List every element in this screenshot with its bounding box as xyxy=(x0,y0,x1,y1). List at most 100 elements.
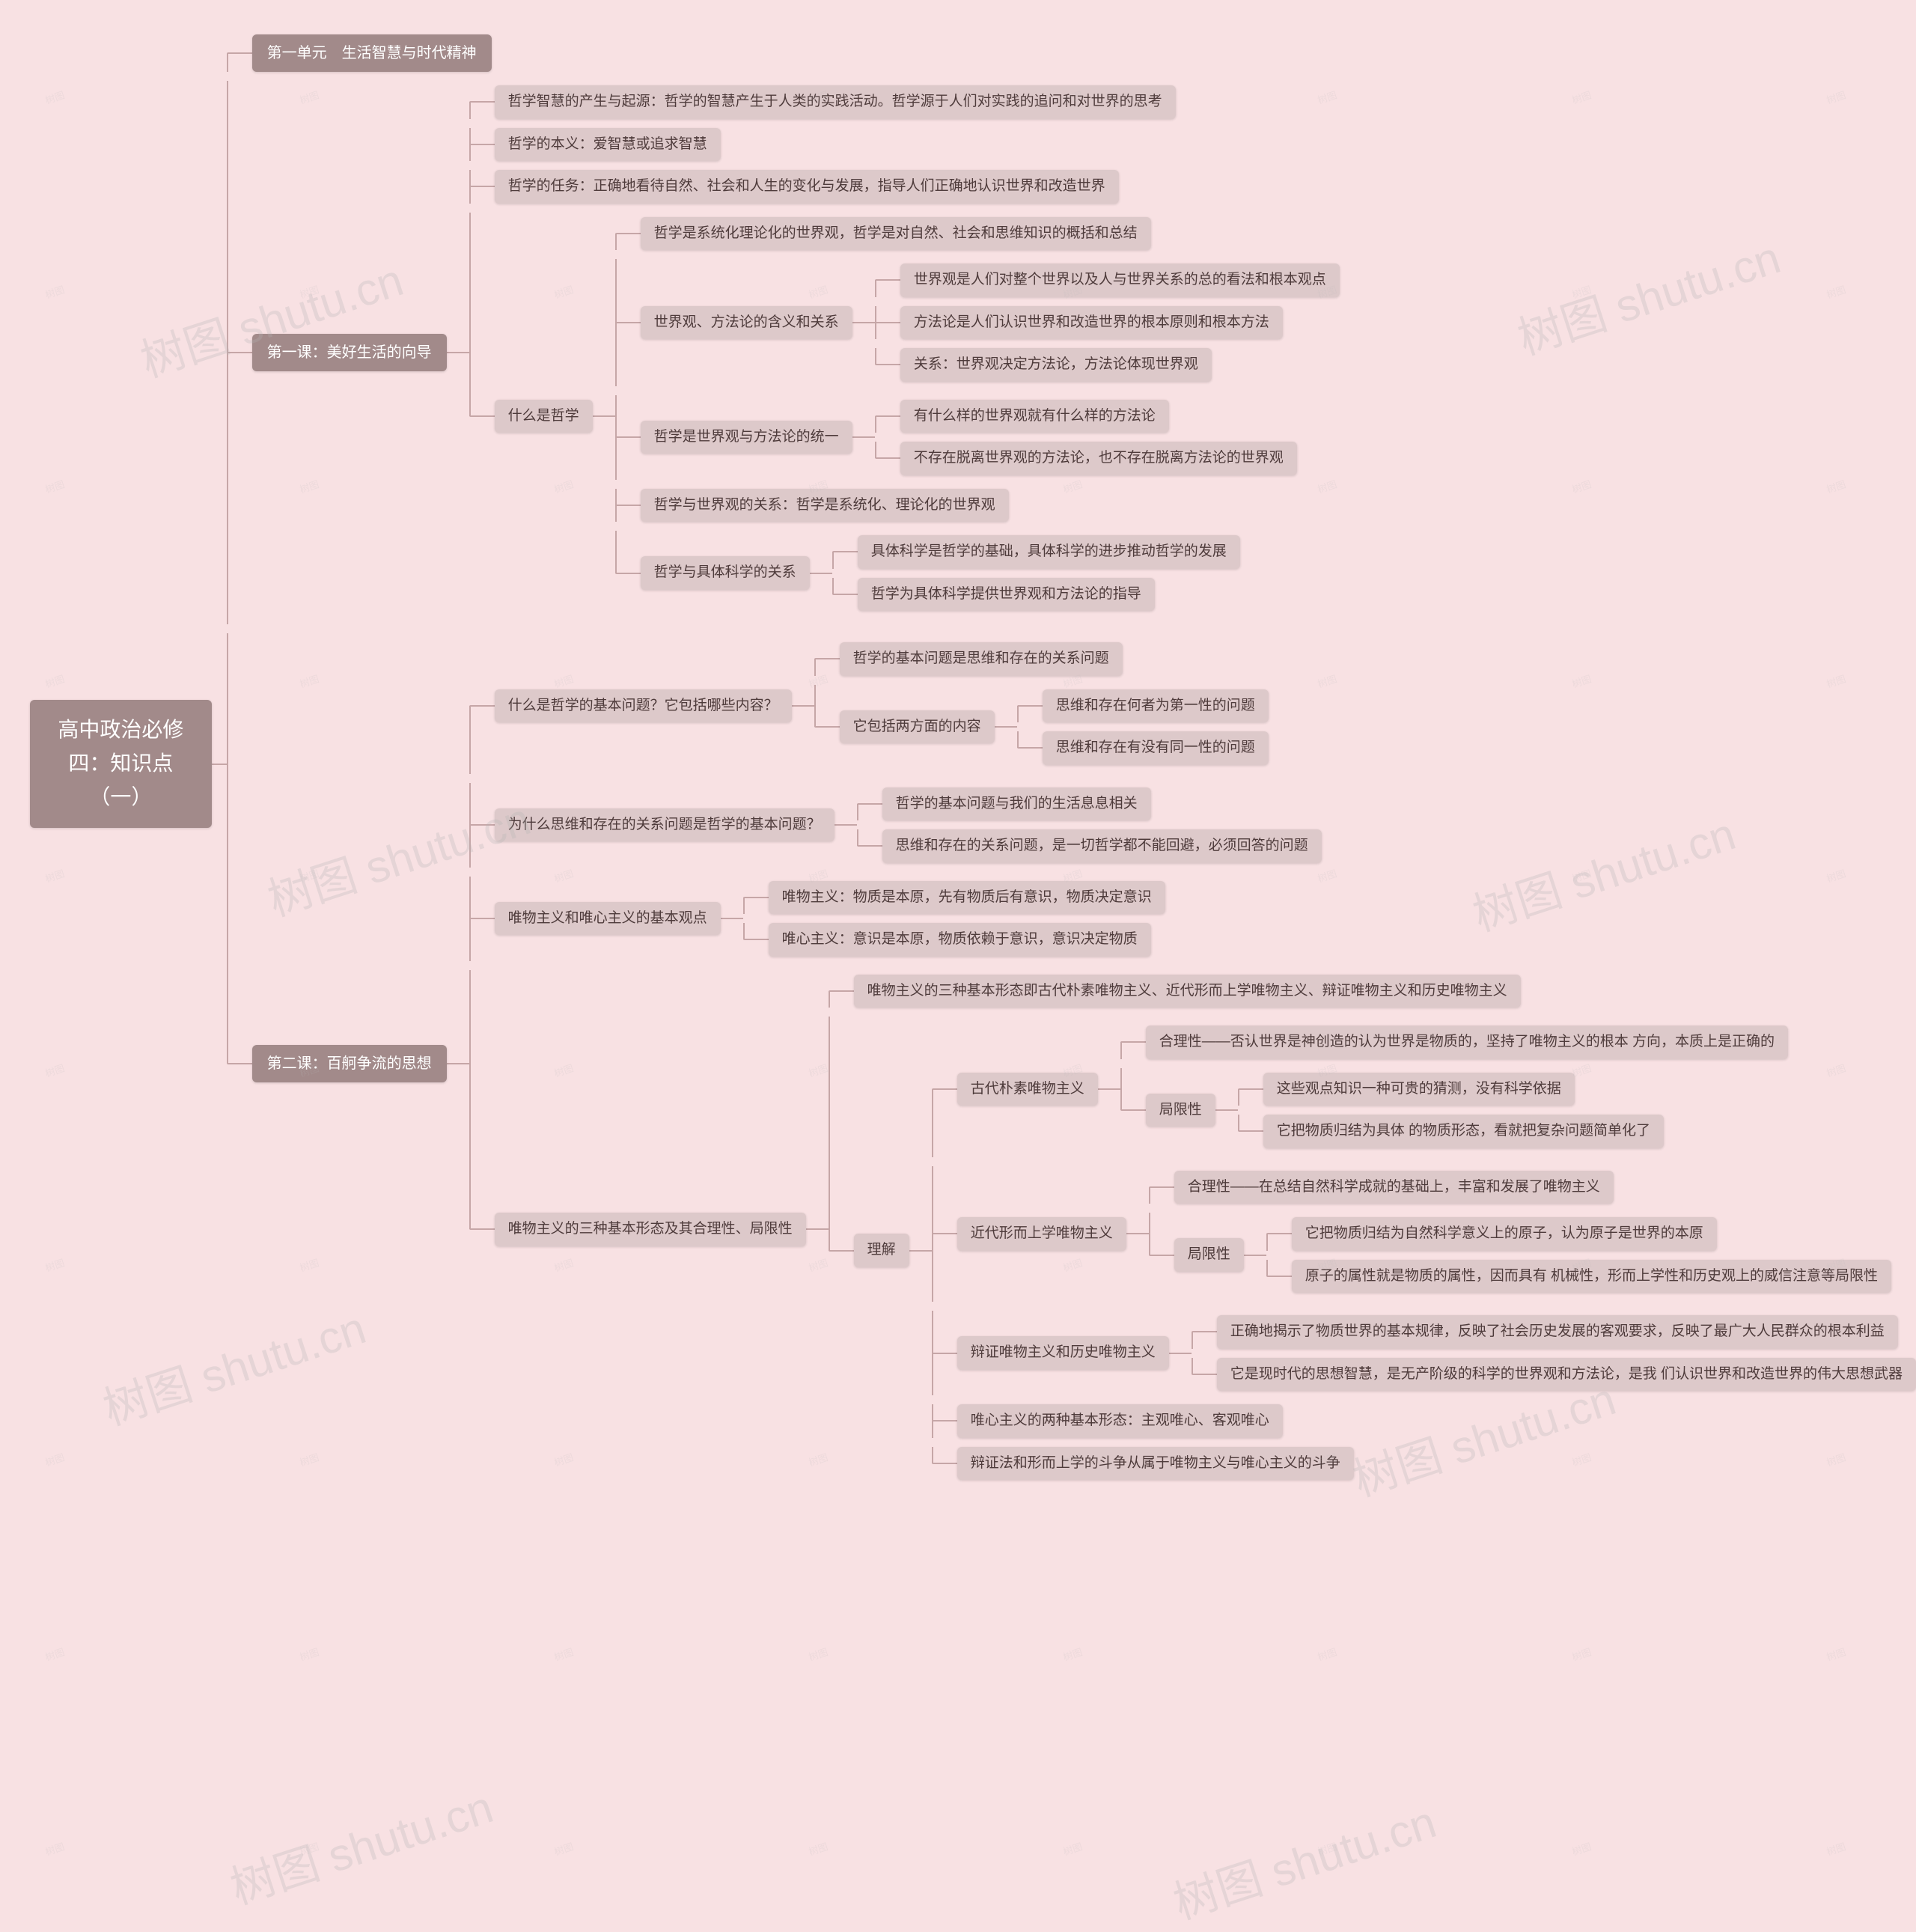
mindmap-leaf-node[interactable]: 思维和存在的关系问题，是一切哲学都不能回避，必须回答的问题 xyxy=(882,829,1322,863)
mindmap-node-row: 思维和存在何者为第一性的问题 xyxy=(1017,689,1269,723)
mindmap-leaf-node[interactable]: 不存在脱离世界观的方法论，也不存在脱离方法论的世界观 xyxy=(900,442,1297,475)
mindmap-leaf-node[interactable]: 关系：世界观决定方法论，方法论体现世界观 xyxy=(900,348,1212,382)
mindmap-branch-node[interactable]: 第一课：美好生活的向导 xyxy=(252,334,447,371)
watermark-dot: 树图 xyxy=(552,1838,576,1858)
mindmap-node-row: 世界观、方法论的含义和关系世界观是人们对整个世界以及人与世界关系的总的看法和根本… xyxy=(615,259,1340,386)
mindmap-leaf-node[interactable]: 哲学与具体科学的关系 xyxy=(641,556,810,590)
mindmap-node-row: 方法论是人们认识世界和改造世界的根本原则和根本方法 xyxy=(875,306,1283,340)
mindmap-node-row: 具体科学是哲学的基础，具体科学的进步推动哲学的发展 xyxy=(832,535,1240,569)
mindmap-leaf-node[interactable]: 唯物主义：物质是本原，先有物质后有意识，物质决定意识 xyxy=(769,881,1165,915)
mindmap-leaf-node[interactable]: 哲学的本义：爱智慧或追求智慧 xyxy=(495,128,721,162)
mindmap-leaf-node[interactable]: 唯心主义：意识是本原，物质依赖于意识，意识决定物质 xyxy=(769,923,1151,957)
mindmap-leaf-node[interactable]: 近代形而上学唯物主义 xyxy=(957,1217,1126,1251)
mindmap-leaf-node[interactable]: 哲学是系统化理论化的世界观，哲学是对自然、社会和思维知识的概括和总结 xyxy=(641,217,1151,251)
connector-out xyxy=(447,1063,469,1064)
mindmap-leaf-node[interactable]: 理解 xyxy=(854,1234,909,1267)
connector-in xyxy=(1017,731,1043,765)
mindmap-leaf-node[interactable]: 原子的属性就是物质的属性，因而具有 机械性，形而上学性和历史观上的威信注意等局限… xyxy=(1292,1260,1891,1293)
mindmap-leaf-node[interactable]: 它包括两方面的内容 xyxy=(840,710,995,744)
connector-in xyxy=(814,685,840,770)
mindmap-leaf-node[interactable]: 唯物主义的三种基本形态及其合理性、局限性 xyxy=(495,1213,806,1246)
connector-in xyxy=(615,531,641,615)
watermark-dot: 树图 xyxy=(43,1838,67,1858)
watermark-dot: 树图 xyxy=(1061,1838,1084,1858)
connector-out xyxy=(1215,1109,1238,1111)
mindmap-leaf-node[interactable]: 唯物主义的三种基本形态即古代朴素唯物主义、近代形而上学唯物主义、辩证唯物主义和历… xyxy=(854,975,1521,1008)
mindmap-leaf-node[interactable]: 辩证法和形而上学的斗争从属于唯物主义与唯心主义的斗争 xyxy=(957,1447,1354,1481)
mindmap-leaf-node[interactable]: 哲学是世界观与方法论的统一 xyxy=(641,421,852,454)
connector-out xyxy=(852,436,875,438)
mindmap-leaf-node[interactable]: 世界观是人们对整个世界以及人与世界关系的总的看法和根本观点 xyxy=(900,263,1340,297)
watermark-dot: 树图 xyxy=(1570,1644,1593,1663)
mindmap-children: 哲学是系统化理论化的世界观，哲学是对自然、社会和思维知识的概括和总结世界观、方法… xyxy=(615,213,1340,621)
mindmap-leaf-node[interactable]: 具体科学是哲学的基础，具体科学的进步推动哲学的发展 xyxy=(858,535,1240,569)
connector-in xyxy=(875,348,900,382)
mindmap-leaf-node[interactable]: 哲学为具体科学提供世界观和方法论的指导 xyxy=(858,578,1155,612)
mindmap-leaf-node[interactable]: 世界观、方法论的含义和关系 xyxy=(641,306,852,340)
mindmap-node-row: 这些观点知识一种可贵的猜测，没有科学依据 xyxy=(1238,1073,1575,1106)
mindmap-node-row: 唯心主义：意识是本原，物质依赖于意识，意识决定物质 xyxy=(743,923,1151,957)
mindmap-node-row: 合理性——在总结自然科学成就的基础上，丰富和发展了唯物主义 xyxy=(1149,1171,1614,1204)
mindmap-leaf-node[interactable]: 哲学的任务：正确地看待自然、社会和人生的变化与发展，指导人们正确地认识世界和改造… xyxy=(495,170,1119,204)
mindmap-leaf-node[interactable]: 唯心主义的两种基本形态：主观唯心、客观唯心 xyxy=(957,1404,1283,1438)
connector-in xyxy=(469,170,495,204)
mindmap-branch-node[interactable]: 第二课：百舸争流的思想 xyxy=(252,1045,447,1082)
connector-in xyxy=(875,306,900,340)
mindmap-children: 世界观是人们对整个世界以及人与世界关系的总的看法和根本观点方法论是人们认识世界和… xyxy=(875,259,1340,386)
mindmap-node-row: 世界观是人们对整个世界以及人与世界关系的总的看法和根本观点 xyxy=(875,263,1340,297)
mindmap-leaf-node[interactable]: 这些观点知识一种可贵的猜测，没有科学依据 xyxy=(1263,1073,1575,1106)
mindmap-leaf-node[interactable]: 思维和存在有没有同一性的问题 xyxy=(1043,731,1269,765)
mindmap-leaf-node[interactable]: 思维和存在何者为第一性的问题 xyxy=(1043,689,1269,723)
mindmap-leaf-node[interactable]: 它是现时代的思想智慧，是无产阶级的科学的世界观和方法论，是我 们认识世界和改造世… xyxy=(1217,1358,1916,1392)
mindmap-node-row: 它是现时代的思想智慧，是无产阶级的科学的世界观和方法论，是我 们认识世界和改造世… xyxy=(1192,1358,1916,1392)
mindmap-leaf-node[interactable]: 哲学智慧的产生与起源：哲学的智慧产生于人类的实践活动。哲学源于人们对实践的追问和… xyxy=(495,85,1176,119)
connector-in xyxy=(932,1166,957,1302)
watermark-dot: 树图 xyxy=(43,1644,67,1663)
mindmap-leaf-node[interactable]: 为什么思维和存在的关系问题是哲学的基本问题？ xyxy=(495,808,835,842)
mindmap-leaf-node[interactable]: 哲学与世界观的关系：哲学是系统化、理论化的世界观 xyxy=(641,489,1009,522)
connector-in xyxy=(227,633,252,1493)
connector-in xyxy=(832,535,858,569)
connector-out xyxy=(721,918,743,919)
mindmap-leaf-node[interactable]: 正确地揭示了物质世界的基本规律，反映了社会历史发展的客观要求，反映了最广大人民群… xyxy=(1217,1315,1898,1349)
connector-out xyxy=(1169,1353,1192,1354)
connector-in xyxy=(932,1447,957,1481)
connector-in xyxy=(469,877,495,961)
mindmap-leaf-node[interactable]: 辩证唯物主义和历史唯物主义 xyxy=(957,1336,1169,1370)
connector-in xyxy=(1192,1358,1217,1392)
mindmap-node-row: 第二课：百舸争流的思想 什么是哲学的基本问题？它包括哪些内容？ 哲学的基本问题是思维… xyxy=(227,633,1916,1493)
mindmap-leaf-node[interactable]: 它把物质归结为具体 的物质形态，看就把复杂问题简单化了 xyxy=(1263,1115,1664,1148)
mindmap-leaf-node[interactable]: 方法论是人们认识世界和改造世界的根本原则和根本方法 xyxy=(900,306,1283,340)
mindmap-leaf-node[interactable]: 局限性 xyxy=(1174,1238,1244,1272)
connector-in xyxy=(1017,689,1043,723)
mindmap-leaf-node[interactable]: 什么是哲学的基本问题？它包括哪些内容？ xyxy=(495,689,792,723)
mindmap-leaf-node[interactable]: 哲学的基本问题与我们的生活息息相关 xyxy=(882,787,1151,821)
mindmap-node-row: 哲学的基本问题与我们的生活息息相关 xyxy=(857,787,1151,821)
watermark-text: 树图 shutu.cn xyxy=(1164,1786,1443,1932)
mindmap-leaf-node[interactable]: 它把物质归结为自然科学意义上的原子，认为原子是世界的本原 xyxy=(1292,1217,1717,1251)
connector-out xyxy=(909,1250,932,1252)
mindmap-children: 正确地揭示了物质世界的基本规律，反映了社会历史发展的客观要求，反映了最广大人民群… xyxy=(1192,1311,1916,1395)
connector-in xyxy=(829,1017,854,1484)
mindmap-children: 哲学的基本问题是思维和存在的关系问题它包括两方面的内容 思维和存在何者为第一性的问… xyxy=(814,638,1269,774)
watermark-dot: 树图 xyxy=(807,1644,830,1663)
connector-in xyxy=(615,395,641,480)
mindmap-leaf-node[interactable]: 什么是哲学 xyxy=(495,400,593,433)
mindmap-root-node[interactable]: 高中政治必修四：知识点（一） xyxy=(30,700,212,827)
mindmap-leaf-node[interactable]: 合理性——在总结自然科学成就的基础上，丰富和发展了唯物主义 xyxy=(1174,1171,1614,1204)
connector-out xyxy=(1244,1255,1266,1256)
mindmap-leaf-node[interactable]: 唯物主义和唯心主义的基本观点 xyxy=(495,902,721,936)
mindmap-node-row: 什么是哲学哲学是系统化理论化的世界观，哲学是对自然、社会和思维知识的概括和总结世… xyxy=(469,213,1340,621)
connector-out xyxy=(792,705,814,707)
mindmap-leaf-node[interactable]: 有什么样的世界观就有什么样的方法论 xyxy=(900,400,1169,433)
connector-out xyxy=(806,1228,829,1230)
mindmap-leaf-node[interactable]: 哲学的基本问题是思维和存在的关系问题 xyxy=(840,642,1123,676)
mindmap-leaf-node[interactable]: 古代朴素唯物主义 xyxy=(957,1073,1098,1106)
watermark-dot: 树图 xyxy=(298,1838,321,1858)
mindmap-branch-node[interactable]: 第一单元 生活智慧与时代精神 xyxy=(252,34,492,72)
mindmap-node-row: 局限性 它把物质归结为自然科学意义上的原子，认为原子是世界的本原原子的属性就是物质… xyxy=(1149,1213,1891,1297)
connector-in xyxy=(1120,1068,1146,1153)
mindmap-leaf-node[interactable]: 合理性——否认世界是神创造的认为世界是物质的，坚持了唯物主义的根本 方向，本质上… xyxy=(1146,1026,1788,1059)
connector-in xyxy=(1149,1213,1174,1297)
mindmap-leaf-node[interactable]: 局限性 xyxy=(1146,1094,1215,1127)
